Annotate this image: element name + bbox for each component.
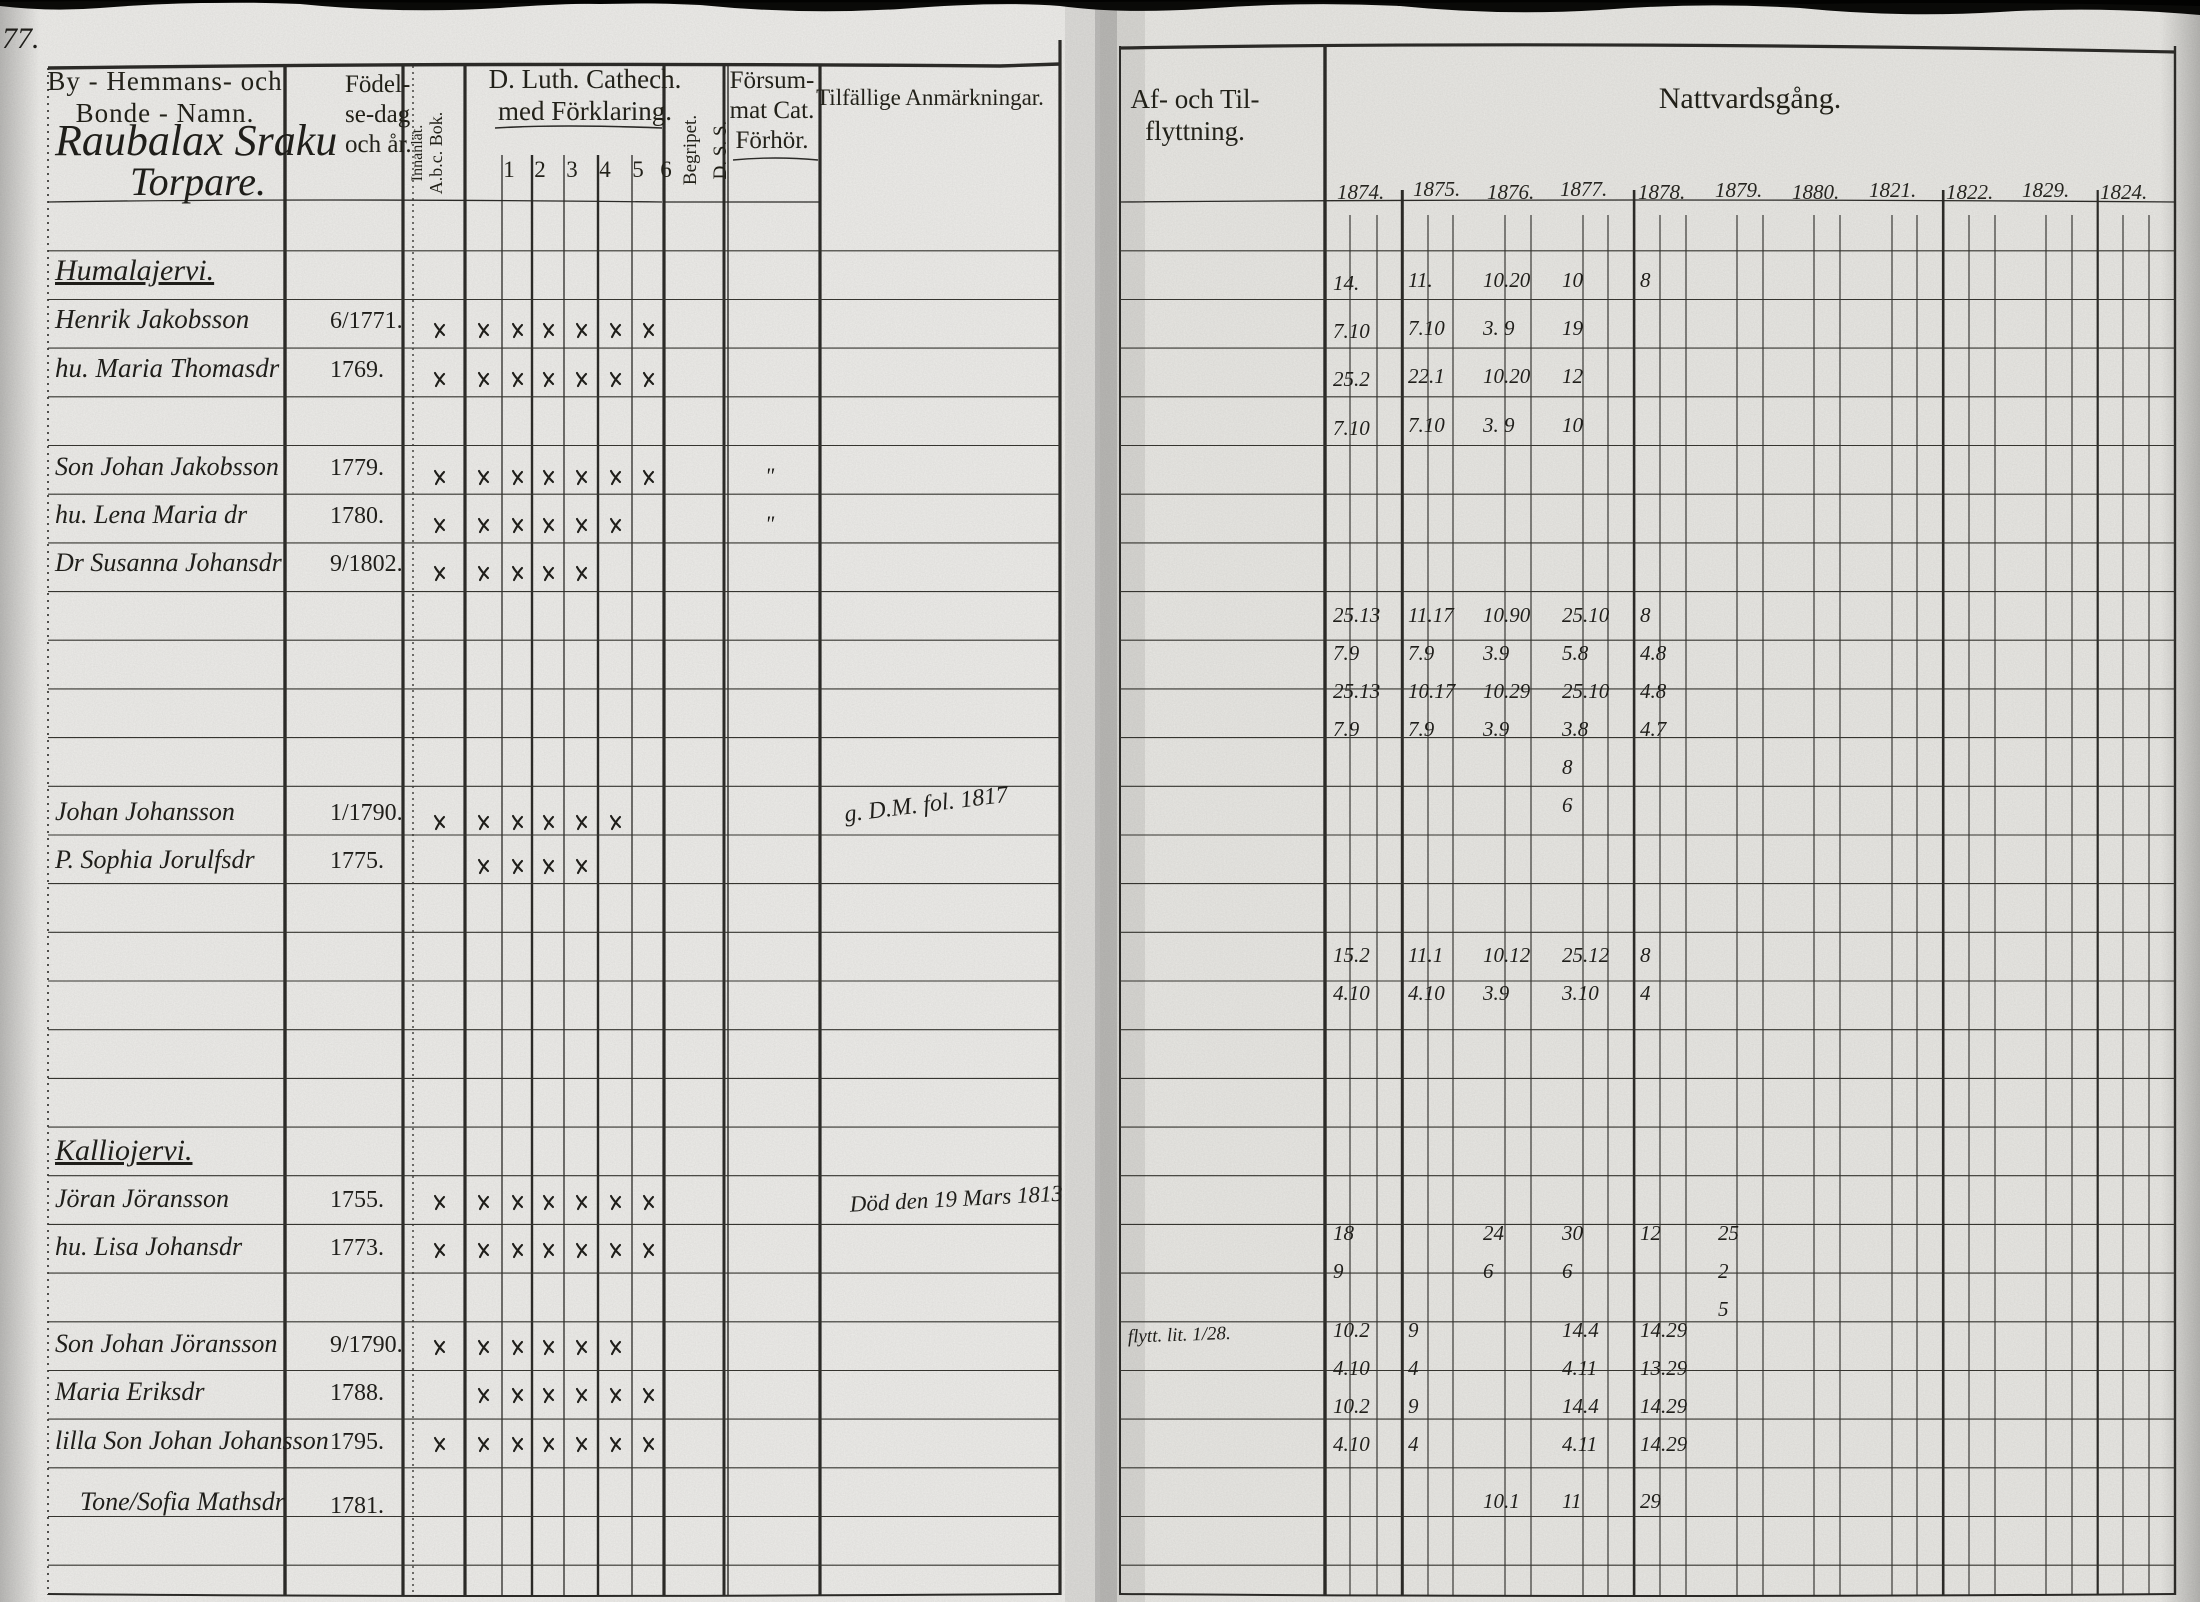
svg-text:18: 18 — [1333, 1221, 1355, 1245]
svg-text:25.10: 25.10 — [1562, 603, 1610, 627]
svg-text:3.9: 3.9 — [1482, 717, 1510, 741]
svg-text:4.11: 4.11 — [1562, 1356, 1597, 1380]
svg-text:flytt. lit. 1/28.: flytt. lit. 1/28. — [1128, 1323, 1232, 1348]
svg-text:12: 12 — [1640, 1221, 1662, 1245]
svg-text:11: 11 — [1562, 1489, 1581, 1513]
svg-text:10: 10 — [1562, 413, 1584, 437]
svg-text:12: 12 — [1562, 364, 1584, 388]
svg-text:7.9: 7.9 — [1333, 641, 1360, 665]
svg-text:10.2: 10.2 — [1333, 1394, 1370, 1418]
svg-text:8: 8 — [1640, 603, 1651, 627]
svg-text:4.10: 4.10 — [1333, 1356, 1370, 1380]
svg-text:6: 6 — [1483, 1259, 1494, 1283]
svg-text:8: 8 — [1562, 755, 1573, 779]
svg-text:10.20: 10.20 — [1483, 364, 1531, 388]
svg-text:4: 4 — [1640, 981, 1651, 1005]
svg-text:7.10: 7.10 — [1408, 316, 1445, 340]
svg-text:6: 6 — [1562, 1259, 1573, 1283]
svg-text:13.29: 13.29 — [1640, 1356, 1688, 1380]
svg-text:3.10: 3.10 — [1561, 981, 1599, 1005]
svg-text:7.9: 7.9 — [1408, 717, 1435, 741]
svg-text:14.29: 14.29 — [1640, 1394, 1688, 1418]
svg-text:5.8: 5.8 — [1562, 641, 1589, 665]
svg-text:3. 9: 3. 9 — [1482, 316, 1515, 340]
svg-text:4.8: 4.8 — [1640, 679, 1667, 703]
svg-text:29: 29 — [1640, 1489, 1662, 1513]
svg-text:3.9: 3.9 — [1482, 981, 1510, 1005]
svg-text:14.29: 14.29 — [1640, 1432, 1688, 1456]
svg-text:22.1: 22.1 — [1408, 364, 1445, 388]
svg-text:3.8: 3.8 — [1561, 717, 1589, 741]
svg-text:4.7: 4.7 — [1640, 717, 1668, 741]
svg-text:10.1: 10.1 — [1483, 1489, 1520, 1513]
svg-text:11.1: 11.1 — [1408, 943, 1443, 967]
svg-text:4.8: 4.8 — [1640, 641, 1667, 665]
svg-text:7.10: 7.10 — [1333, 416, 1370, 440]
svg-text:4.10: 4.10 — [1408, 981, 1445, 1005]
svg-text:25.10: 25.10 — [1562, 679, 1610, 703]
svg-text:4.11: 4.11 — [1562, 1432, 1597, 1456]
svg-text:8: 8 — [1640, 268, 1651, 292]
svg-text:2: 2 — [1718, 1259, 1729, 1283]
svg-text:10.17: 10.17 — [1408, 679, 1457, 703]
svg-text:4: 4 — [1408, 1356, 1419, 1380]
svg-text:19: 19 — [1562, 316, 1584, 340]
svg-text:7.10: 7.10 — [1408, 413, 1445, 437]
svg-text:25.2: 25.2 — [1333, 367, 1370, 391]
svg-text:10.12: 10.12 — [1483, 943, 1531, 967]
svg-text:25: 25 — [1718, 1221, 1739, 1245]
svg-text:14.29: 14.29 — [1640, 1318, 1688, 1342]
svg-text:9: 9 — [1408, 1318, 1419, 1342]
svg-text:3. 9: 3. 9 — [1482, 413, 1515, 437]
svg-text:4.10: 4.10 — [1333, 1432, 1370, 1456]
svg-text:4.10: 4.10 — [1333, 981, 1370, 1005]
svg-text:15.2: 15.2 — [1333, 943, 1370, 967]
svg-text:10: 10 — [1562, 268, 1584, 292]
svg-text:10.2: 10.2 — [1333, 1318, 1370, 1342]
svg-text:10.90: 10.90 — [1483, 603, 1531, 627]
svg-text:6: 6 — [1562, 793, 1573, 817]
svg-text:7.9: 7.9 — [1333, 717, 1360, 741]
svg-text:14.4: 14.4 — [1562, 1318, 1599, 1342]
svg-text:24: 24 — [1483, 1221, 1505, 1245]
svg-text:30: 30 — [1561, 1221, 1584, 1245]
svg-text:11.17: 11.17 — [1408, 603, 1455, 627]
svg-text:25.12: 25.12 — [1562, 943, 1610, 967]
svg-text:9: 9 — [1408, 1394, 1419, 1418]
svg-text:7.9: 7.9 — [1408, 641, 1435, 665]
svg-text:10.29: 10.29 — [1483, 679, 1531, 703]
svg-text:10.20: 10.20 — [1483, 268, 1531, 292]
svg-text:8: 8 — [1640, 943, 1651, 967]
svg-text:9: 9 — [1333, 1259, 1344, 1283]
svg-text:14.: 14. — [1333, 271, 1359, 295]
svg-text:7.10: 7.10 — [1333, 319, 1370, 343]
svg-text:25.13: 25.13 — [1333, 679, 1380, 703]
svg-text:11.: 11. — [1408, 268, 1433, 292]
svg-text:3.9: 3.9 — [1482, 641, 1510, 665]
svg-text:5: 5 — [1718, 1297, 1729, 1321]
svg-text:4: 4 — [1408, 1432, 1419, 1456]
svg-text:25.13: 25.13 — [1333, 603, 1380, 627]
svg-text:14.4: 14.4 — [1562, 1394, 1599, 1418]
